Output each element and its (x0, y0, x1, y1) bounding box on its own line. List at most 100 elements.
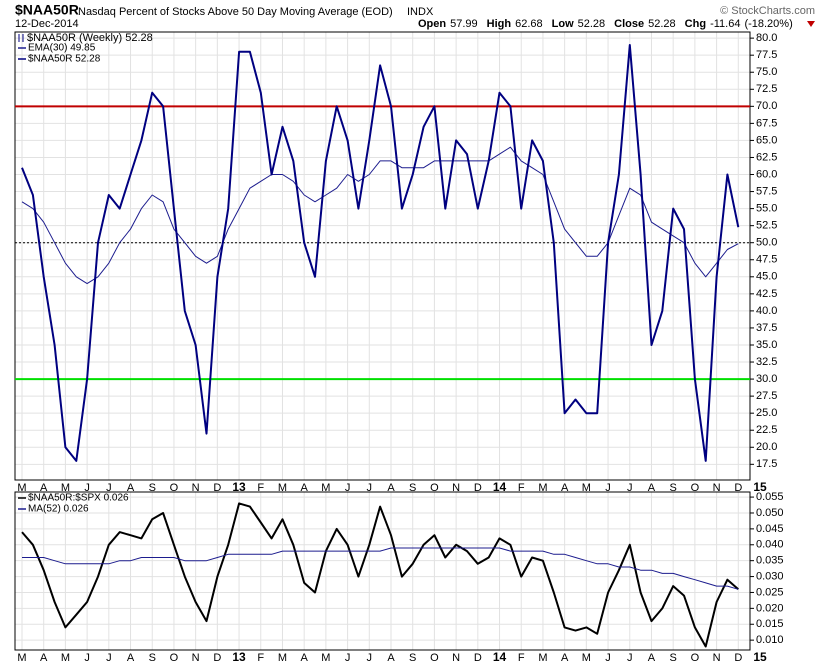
stat-value: 57.99 (450, 18, 478, 30)
y-tick-label: 77.5 (756, 49, 777, 61)
y-tick-label: 0.055 (756, 491, 784, 503)
legend-entry: EMA(30) 49.85 (28, 43, 96, 54)
x-tick-label: A (387, 482, 395, 494)
x-tick-label: N (713, 482, 721, 494)
y-tick-label: 60.0 (756, 168, 777, 180)
x-tick-label: F (257, 482, 264, 494)
x-tick-label: M (61, 482, 70, 494)
x-tick-label: M (17, 652, 26, 664)
y-tick-label: 0.010 (756, 634, 784, 646)
y-tick-label: 0.025 (756, 586, 784, 598)
x-tick-label: D (734, 482, 742, 494)
x-tick-label: M (17, 482, 26, 494)
x-tick-label: F (518, 482, 525, 494)
x-tick-label: S (149, 652, 156, 664)
panel-label: $NAA50R (Weekly) 52.28 (27, 32, 153, 44)
x-tick-label: A (301, 652, 309, 664)
legend-entry: MA(52) 0.026 (28, 504, 89, 515)
y-tick-label: 30.0 (756, 373, 777, 385)
exchange: INDX (407, 6, 434, 18)
x-tick-label: D (734, 652, 742, 664)
x-tick-label: D (474, 482, 482, 494)
series-line (21, 502, 739, 648)
x-tick-label: A (40, 652, 48, 664)
y-tick-label: 22.5 (756, 424, 777, 436)
stat-label: Close (614, 18, 644, 30)
x-tick-label: A (648, 652, 656, 664)
x-tick-label: O (691, 482, 700, 494)
x-tick-label: N (713, 652, 721, 664)
x-tick-label: M (321, 652, 330, 664)
x-tick-label: S (149, 482, 156, 494)
x-tick-label: A (40, 482, 48, 494)
x-tick-label: M (538, 652, 547, 664)
symbol: $NAA50R (15, 2, 79, 18)
y-tick-label: 0.040 (756, 539, 784, 551)
x-tick-label: F (257, 652, 264, 664)
y-tick-label: 75.0 (756, 66, 777, 78)
x-tick-label: J (345, 482, 351, 494)
series-line (21, 44, 740, 462)
y-tick-label: 32.5 (756, 356, 777, 368)
stats: Open 57.99 High 62.68 Low 52.28 Close 52.28 Chg -… (418, 18, 793, 30)
x-tick-label: J (627, 482, 633, 494)
y-tick-label: 80.0 (756, 32, 777, 44)
y-tick-label: 67.5 (756, 117, 777, 129)
y-tick-label: 35.0 (756, 339, 777, 351)
y-tick-label: 72.5 (756, 83, 777, 95)
x-tick-label: M (278, 482, 287, 494)
y-tick-label: 52.5 (756, 220, 777, 232)
legend-icon (18, 34, 24, 42)
series-line (22, 547, 739, 590)
stat-value: 52.28 (578, 18, 606, 30)
y-tick-label: 25.0 (756, 407, 777, 419)
y-tick-label: 17.5 (756, 458, 777, 470)
panel-frame (14, 31, 751, 481)
y-tick-label: 42.5 (756, 288, 777, 300)
y-tick-label: 40.0 (756, 305, 777, 317)
down-arrow (807, 21, 815, 27)
x-tick-label: J (605, 482, 611, 494)
x-tick-label: J (367, 482, 373, 494)
y-tick-label: 47.5 (756, 254, 777, 266)
x-tick-label: O (430, 482, 439, 494)
y-tick-label: 0.050 (756, 507, 784, 519)
x-tick-label: M (278, 652, 287, 664)
x-tick-label: J (627, 652, 633, 664)
stat-value: -11.64 (710, 18, 740, 30)
x-tick-label: O (691, 652, 700, 664)
x-tick-label: A (561, 482, 569, 494)
x-tick-label: A (387, 652, 395, 664)
legend-entry: $NAA50R:$SPX 0.026 (28, 493, 129, 504)
stat-label: Open (418, 18, 446, 30)
x-tick-label: J (367, 652, 373, 664)
x-tick-label: M (582, 482, 591, 494)
x-tick-label: O (170, 482, 179, 494)
x-tick-label: N (452, 652, 460, 664)
y-tick-label: 0.020 (756, 602, 784, 614)
date: 12-Dec-2014 (15, 18, 79, 30)
x-tick-label: 14 (493, 480, 507, 494)
x-tick-label: S (670, 482, 677, 494)
y-tick-label: 62.5 (756, 151, 777, 163)
chart-title: Nasdaq Percent of Stocks Above 50 Day Mo… (78, 6, 393, 18)
x-tick-label: M (61, 652, 70, 664)
x-tick-label: J (345, 652, 351, 664)
x-tick-label: O (170, 652, 179, 664)
x-tick-label: D (474, 652, 482, 664)
y-tick-label: 55.0 (756, 203, 777, 215)
stat-label: Chg (685, 18, 706, 30)
y-tick-label: 37.5 (756, 322, 777, 334)
x-tick-label: M (321, 482, 330, 494)
y-tick-label: 0.030 (756, 570, 784, 582)
y-tick-label: 0.035 (756, 555, 784, 567)
x-tick-label: 13 (232, 480, 246, 494)
x-tick-label: 15 (753, 650, 767, 664)
series-line (21, 146, 739, 285)
legend-entry: $NAA50R 52.28 (28, 54, 101, 65)
x-tick-label: A (127, 652, 135, 664)
x-tick-label: N (452, 482, 460, 494)
x-tick-label: M (582, 652, 591, 664)
x-tick-label: J (84, 482, 90, 494)
x-tick-label: J (106, 482, 112, 494)
